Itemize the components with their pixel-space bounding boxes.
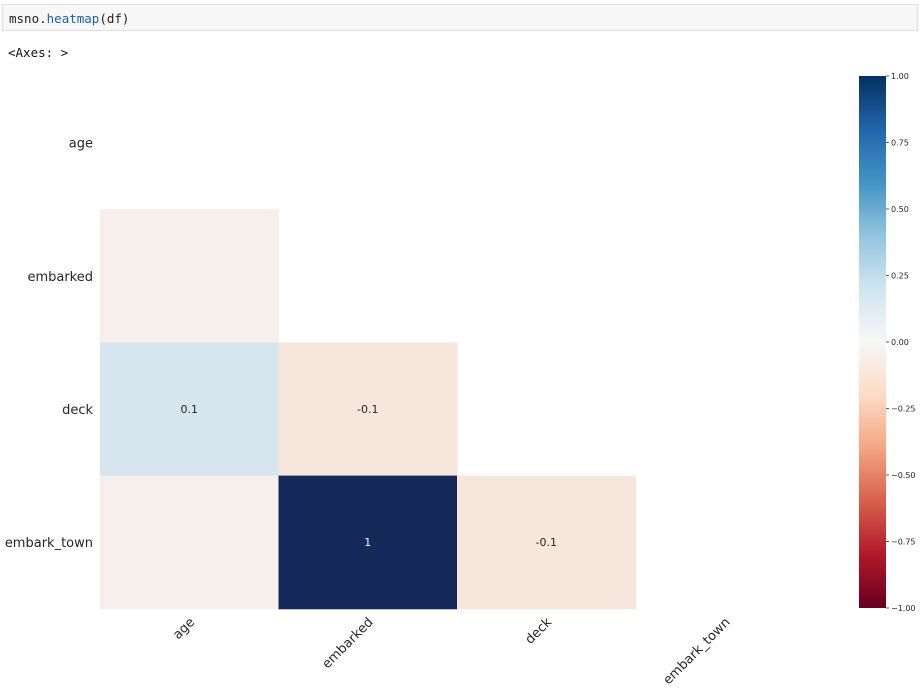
- y-tick-label-embark-town: embark_town: [5, 536, 93, 551]
- heatmap-cell-embarked-age: [100, 209, 279, 343]
- heatmap-cell-embark-town-embarked: [278, 475, 458, 610]
- heatmap-annotations: 0.1 -0.1 1 -0.1: [181, 403, 557, 549]
- colorbar-tick-label-m0.8: −0.75: [891, 538, 916, 547]
- colorbar-tick-label-0.3: 0.25: [891, 272, 909, 281]
- cell-annotation-deck-age: 0.1: [181, 403, 199, 416]
- colorbar: [859, 76, 886, 608]
- code-line: msno.heatmap(df): [9, 11, 129, 26]
- cell-annotation-embark-town-embarked: 1: [364, 536, 371, 549]
- colorbar-ticks: 1.00 0.75 0.50 0.25 0.00 −0.25 −0.50 −0.75 −1.00: [886, 72, 916, 613]
- heatmap-cell-deck-age: [100, 342, 279, 477]
- colorbar-tick-label-m0.5: −0.50: [891, 471, 916, 480]
- heatmap-cell-embark-town-age: [100, 475, 279, 610]
- colorbar-tick-label-1.0: 1.00: [891, 72, 909, 81]
- y-tick-label-age: age: [69, 137, 93, 152]
- heatmap-cells: [100, 209, 636, 610]
- heatmap-cell-deck-embarked: [278, 342, 458, 477]
- cell-annotation-deck-embarked: -0.1: [357, 403, 378, 416]
- cell-output-text: <Axes: >: [8, 45, 69, 60]
- colorbar-tick-label-0.8: 0.75: [891, 139, 909, 148]
- x-tick-label-age: age: [170, 615, 198, 643]
- code-args: (df): [99, 11, 130, 26]
- x-tick-label-embark-town: embark_town: [661, 615, 734, 688]
- x-tick-label-deck: deck: [523, 615, 556, 648]
- y-tick-label-embarked: embarked: [27, 270, 93, 285]
- colorbar-tick-label-m1.0: −1.00: [891, 604, 916, 613]
- x-tick-label-embarked: embarked: [320, 615, 377, 672]
- cell-annotation-embark-town-deck: -0.1: [536, 536, 557, 549]
- colorbar-tick-label-m0.3: −0.25: [891, 405, 916, 414]
- code-function: heatmap: [46, 11, 100, 26]
- colorbar-tick-label-0.0: 0.00: [891, 338, 909, 347]
- code-cell[interactable]: msno.heatmap(df): [2, 4, 918, 31]
- code-object: msno.: [9, 11, 47, 26]
- y-tick-labels: age embarked deck embark_town: [5, 137, 94, 552]
- heatmap-cell-embark-town-deck: [457, 475, 636, 610]
- colorbar-tick-label-0.5: 0.50: [891, 205, 909, 214]
- x-tick-labels: age embarked deck embark_town: [170, 615, 733, 688]
- y-tick-label-deck: deck: [62, 403, 93, 418]
